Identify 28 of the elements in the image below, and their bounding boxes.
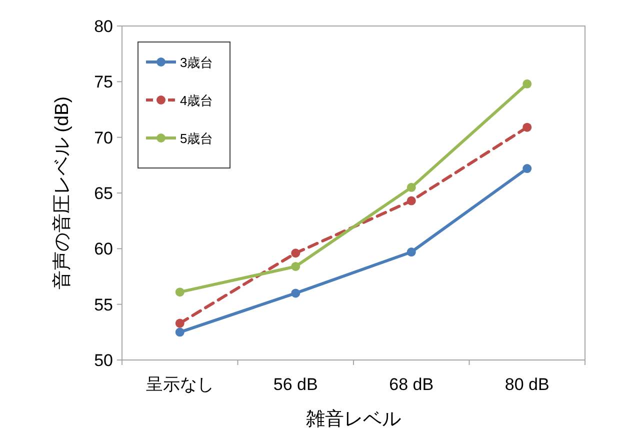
point — [291, 262, 300, 271]
y-tick-label: 75 — [94, 72, 113, 92]
legend-label: 5歳台 — [180, 131, 214, 146]
point — [175, 318, 184, 328]
x-axis-title: 雑音レベル — [306, 408, 401, 430]
x-tick-label: 56 dB — [273, 375, 318, 394]
y-tick-label: 70 — [94, 128, 113, 148]
x-tick-label: 68 dB — [389, 375, 434, 394]
x-tick-label: 80 dB — [504, 375, 550, 394]
point — [291, 248, 300, 258]
x-tick-label: 呈示なし — [146, 375, 214, 394]
y-tick-label: 50 — [94, 351, 113, 370]
point — [406, 196, 416, 206]
point — [406, 182, 416, 192]
point — [175, 328, 184, 337]
point — [175, 288, 184, 297]
y-tick-label: 65 — [94, 184, 113, 203]
point — [406, 248, 416, 257]
y-tick-label: 80 — [94, 17, 113, 36]
point — [522, 122, 532, 132]
y-tick-label: 60 — [94, 240, 113, 259]
point — [522, 164, 532, 174]
legend-label: 4歳台 — [180, 93, 214, 108]
point — [522, 79, 532, 88]
point — [291, 288, 300, 298]
y-axis-title: 音声の音圧レベル (dB) — [51, 96, 73, 290]
y-tick-label: 55 — [94, 295, 113, 314]
legend-label: 3歳台 — [180, 55, 214, 70]
